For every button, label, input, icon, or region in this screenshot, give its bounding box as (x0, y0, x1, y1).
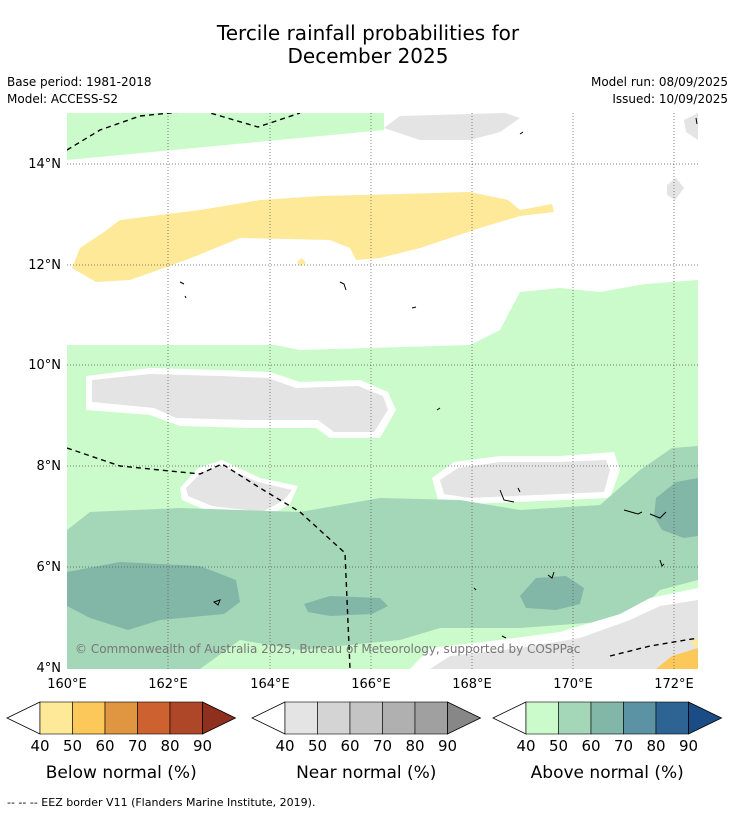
colorbar-swatch (104, 701, 138, 735)
colorbar-tick-label: 80 (405, 737, 424, 755)
near-normal-patch-south (430, 600, 698, 669)
colorbar-max-extension (688, 701, 723, 735)
colorbar-swatch (525, 701, 559, 735)
colorbar-tick-label: 50 (308, 737, 327, 755)
map-plot-area: © Commonwealth of Australia 2025, Bureau… (67, 113, 698, 669)
colorbar-tick-label: 60 (340, 737, 359, 755)
title-line-2: December 2025 (287, 44, 449, 68)
colorbar-swatch (169, 701, 203, 735)
base-period: Base period: 1981-2018 (7, 75, 152, 89)
eez-border (67, 113, 698, 669)
colorbar-tick-label: 70 (373, 737, 392, 755)
model-run-date: Model run: 08/09/2025 (590, 75, 728, 89)
colorbar-min-extension (6, 701, 41, 735)
near-normal-patch-top (384, 113, 520, 140)
colorbar-tick-label: 80 (646, 737, 665, 755)
colorbar-max-extension (447, 701, 482, 735)
colorbar-swatch (590, 701, 624, 735)
colorbar-swatch (284, 701, 318, 735)
longitude-labels: 160°E 162°E 164°E 166°E 168°E 170°E 172°… (47, 677, 694, 692)
lon-label: 164°E (250, 677, 290, 692)
near-normal-patch-west (186, 466, 292, 512)
colorbar-swatch (655, 701, 689, 735)
colorbar-swatch (349, 701, 383, 735)
lat-label: 14°N (28, 157, 61, 172)
lat-label: 10°N (28, 358, 61, 373)
colorbar-max-extension (202, 701, 237, 735)
below-normal-patch-se-light (690, 638, 698, 648)
latitude-labels: 14°N 12°N 10°N 8°N 6°N 4°N (28, 157, 61, 676)
near-normal-patch-east (667, 178, 684, 200)
model-info: Base period: 1981-2018 Model: ACCESS-S2 (7, 74, 152, 108)
colorbar-tick-label: 40 (30, 737, 49, 755)
colorbar-tick-label: 70 (614, 737, 633, 755)
above-normal-patch-60-west (67, 562, 240, 630)
colorbar-tick-label: 80 (160, 737, 179, 755)
graticule (67, 113, 698, 669)
near-normal-band (92, 374, 388, 432)
lat-label: 8°N (37, 459, 62, 474)
colorbar-above-normal: 40 50 60 70 80 90 Above normal (%) (492, 701, 723, 783)
lon-label: 168°E (452, 677, 492, 692)
colorbar-swatch (558, 701, 592, 735)
above-normal-patch-60-mid (304, 596, 388, 616)
below-normal-band (72, 192, 554, 282)
colorbar-tick-label: 60 (95, 737, 114, 755)
above-normal-patch-60-east (520, 576, 584, 610)
lon-label: 166°E (351, 677, 391, 692)
map-title: Tercile rainfall probabilities for Decem… (0, 22, 736, 68)
title-line-1: Tercile rainfall probabilities for (216, 21, 520, 45)
lon-label: 162°E (148, 677, 188, 692)
colorbar-min-extension (492, 701, 527, 735)
near-normal-patch-mid (440, 460, 610, 498)
lat-label: 4°N (37, 661, 62, 676)
colorbar-tick-label: 40 (516, 737, 535, 755)
copyright-notice: © Commonwealth of Australia 2025, Bureau… (75, 642, 580, 656)
colorbar-tick-label: 90 (193, 737, 212, 755)
colorbar-swatch (39, 701, 73, 735)
lon-label: 172°E (654, 677, 694, 692)
colorbar-below-normal: 40 50 60 70 80 90 Below normal (%) (6, 701, 237, 783)
colorbar-swatch (382, 701, 416, 735)
colorbar-tick-label: 40 (275, 737, 294, 755)
islands (179, 117, 698, 639)
lat-label: 6°N (37, 560, 62, 575)
colorbar-swatch (623, 701, 657, 735)
lat-label: 12°N (28, 258, 61, 273)
colorbar-tick-label: 60 (581, 737, 600, 755)
colorbar-tick-label: 90 (679, 737, 698, 755)
near-normal-patch-corner (684, 113, 698, 140)
run-info: Model run: 08/09/2025 Issued: 10/09/2025 (591, 74, 728, 108)
colorbar-title: Near normal (%) (296, 763, 436, 783)
eez-footnote: -- -- -- EEZ border V11 (Flanders Marine… (7, 796, 316, 809)
colorbar-min-extension (251, 701, 286, 735)
colorbar-tick-label: 90 (438, 737, 457, 755)
lon-label: 170°E (553, 677, 593, 692)
colorbar-title: Above normal (%) (531, 763, 684, 783)
colorbar-swatch (137, 701, 171, 735)
colorbar-swatch (72, 701, 106, 735)
colorbar-tick-label: 50 (549, 737, 568, 755)
colorbar-tick-label: 70 (128, 737, 147, 755)
above-normal-patch-60-far-east (654, 478, 698, 538)
colorbar-swatch (414, 701, 448, 735)
issued-date: Issued: 10/09/2025 (612, 92, 728, 106)
model-name: Model: ACCESS-S2 (7, 92, 119, 106)
colorbar-swatch (317, 701, 351, 735)
colorbar-title: Below normal (%) (46, 763, 197, 783)
colorbar-tick-label: 50 (63, 737, 82, 755)
lon-label: 160°E (47, 677, 87, 692)
below-normal-dot (297, 258, 306, 266)
below-normal-patch-se (656, 648, 698, 669)
